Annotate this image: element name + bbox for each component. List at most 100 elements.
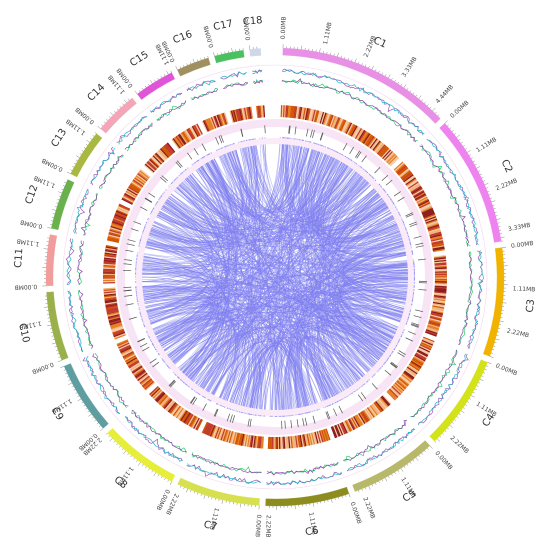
heatmap-cell	[415, 352, 427, 360]
feature-tick	[356, 151, 362, 159]
heatmap-cell	[309, 109, 314, 122]
feature-tick	[226, 413, 231, 422]
gc-content-line	[90, 146, 115, 186]
synteny-link	[294, 336, 368, 415]
heatmap-cell	[425, 218, 438, 224]
heatmap-cell	[189, 127, 197, 139]
heatmap-cell	[352, 416, 361, 428]
synteny-link	[222, 201, 394, 408]
heatmap-cell	[175, 407, 184, 419]
heatmap-cell	[431, 239, 444, 243]
heatmap-cell	[117, 341, 130, 348]
tick-mark	[197, 492, 199, 495]
tick-mark	[490, 197, 493, 199]
gc-skew-line-pos	[426, 139, 479, 246]
tick-label: 0.00MB	[41, 156, 64, 172]
synteny-link	[137, 297, 266, 417]
tick-mark	[341, 495, 343, 498]
tick-mark	[481, 375, 484, 377]
heatmap-cell	[337, 118, 344, 131]
heatmap-cell	[417, 198, 429, 206]
synteny-link	[136, 260, 415, 301]
heatmap-cell	[261, 436, 264, 449]
tick-mark	[493, 208, 496, 210]
tick-mark	[494, 211, 497, 213]
heatmap-cell	[350, 417, 358, 429]
tick-label: 0.00MB	[349, 501, 363, 525]
heatmap-cell	[125, 355, 137, 364]
heatmap-cell	[408, 181, 419, 190]
heatmap-cell	[314, 431, 319, 444]
tick-mark	[207, 55, 209, 58]
gc-skew-line	[157, 100, 187, 122]
chromosome-block-c7	[177, 477, 260, 506]
heatmap-cell	[103, 291, 116, 294]
heatmap-cell	[301, 434, 306, 447]
heatmap-cell	[405, 177, 416, 186]
tick-mark	[437, 438, 441, 442]
heatmap-cell	[432, 301, 445, 306]
heatmap-cell	[210, 425, 217, 438]
tick-mark	[170, 70, 172, 73]
heatmap-cell	[341, 120, 348, 132]
heatmap-cell	[426, 328, 439, 334]
heatmap-cell	[214, 426, 220, 439]
chromosome-label-c17: C17	[212, 18, 234, 33]
heatmap-cell	[107, 311, 120, 316]
heatmap-cell	[360, 411, 369, 423]
chromosome-ideogram	[45, 47, 505, 507]
heatmap-cell	[244, 434, 248, 447]
heatmap-cell	[249, 435, 253, 448]
heatmap-cell	[322, 429, 327, 442]
heatmap-cell	[413, 189, 425, 198]
tick-mark	[85, 407, 88, 410]
heatmap-cell	[103, 280, 116, 283]
heatmap-cell	[113, 332, 126, 339]
tick-label: 0.00MB	[20, 218, 44, 230]
tick-mark	[86, 139, 90, 143]
synteny-link	[147, 218, 297, 416]
tick-mark	[467, 401, 469, 403]
heatmap-cell	[359, 411, 368, 423]
tick-mark	[424, 101, 426, 104]
heatmap-cell	[118, 342, 130, 349]
heatmap-cell	[133, 178, 145, 187]
heatmap-cell	[420, 205, 433, 212]
heatmap-cell	[434, 269, 447, 272]
heatmap-cell	[190, 416, 198, 428]
tick-mark	[467, 150, 471, 153]
heatmap-cell	[434, 259, 447, 263]
heatmap-cell	[289, 105, 293, 118]
heatmap-cell	[428, 322, 440, 328]
heatmap-cell	[434, 273, 447, 276]
heatmap-cell	[207, 424, 214, 436]
heatmap-cell	[433, 300, 446, 304]
heatmap-cell	[434, 284, 447, 287]
tick-mark	[388, 475, 390, 478]
heatmap-cell	[327, 114, 333, 127]
tick-mark	[85, 144, 88, 146]
heatmap-cell	[379, 146, 389, 157]
gc-skew-line-pos	[252, 69, 263, 75]
heatmap-cell	[344, 122, 352, 134]
feature-tick	[288, 125, 290, 134]
heatmap-cell	[235, 109, 240, 122]
tick-mark	[57, 199, 60, 201]
tick-label: 1.11MB	[16, 237, 39, 247]
heatmap-cell	[187, 128, 195, 140]
tick-mark	[469, 154, 471, 156]
feature-tick	[405, 337, 413, 342]
tick-mark	[337, 52, 339, 57]
heatmap-cell	[330, 115, 337, 128]
heatmap-cell	[186, 128, 194, 140]
heatmap-cell	[394, 382, 405, 392]
heatmap-cell	[433, 297, 446, 301]
tick-mark	[426, 104, 429, 106]
tick-mark	[92, 416, 94, 419]
heatmap-cell	[131, 364, 143, 373]
gc-content-line	[186, 464, 261, 484]
synteny-link	[135, 195, 213, 291]
heatmap-cell	[257, 105, 260, 118]
synteny-link	[262, 137, 405, 239]
chromosome-label-c6: C6	[305, 525, 320, 538]
